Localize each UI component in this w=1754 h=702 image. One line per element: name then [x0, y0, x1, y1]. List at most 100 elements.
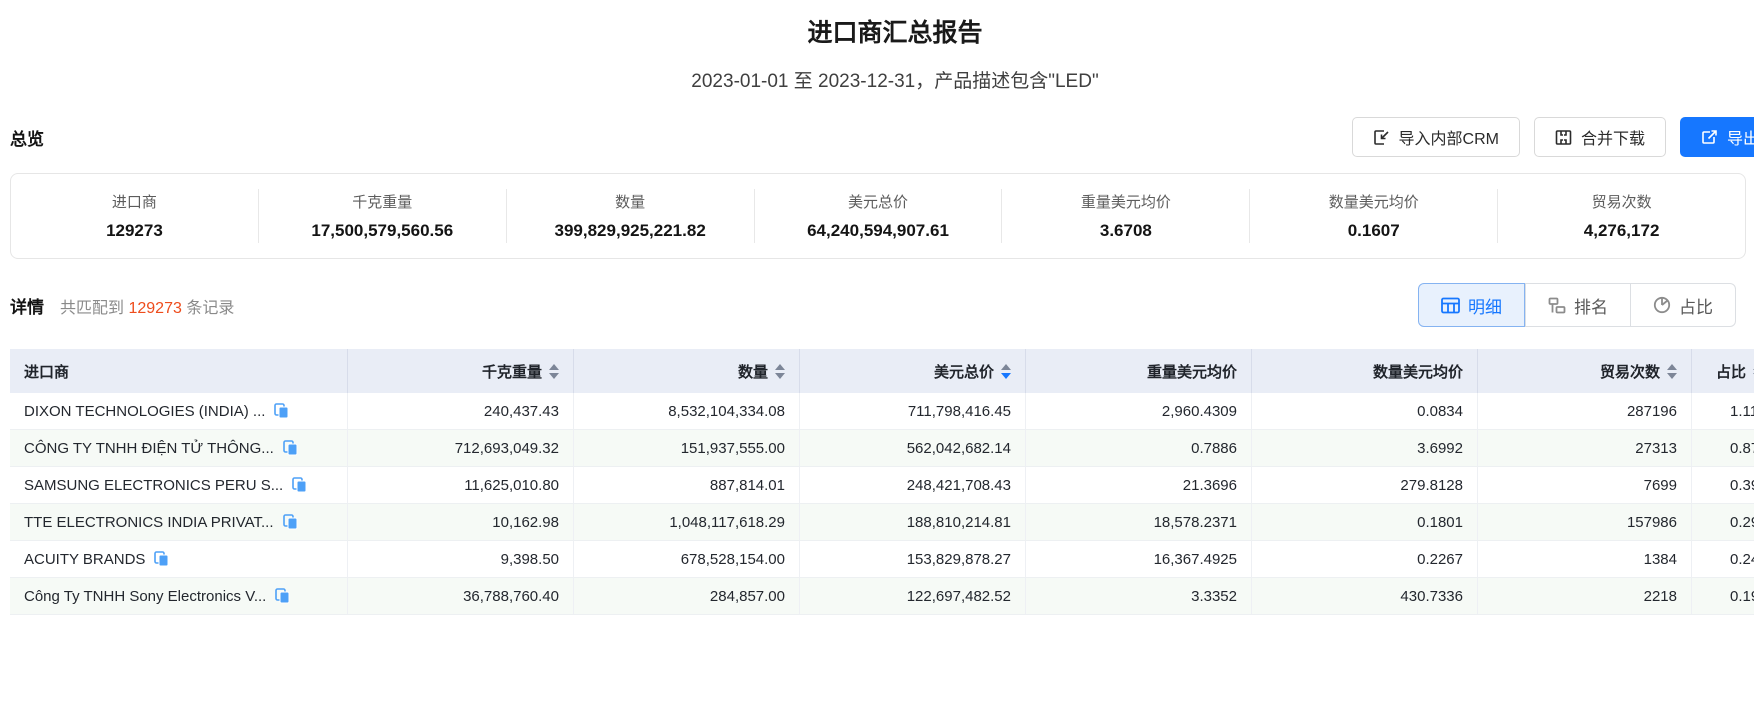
company-doc-icon[interactable] — [282, 514, 298, 530]
export-button[interactable]: 导出 — [1679, 117, 1754, 157]
stat-label: 进口商 — [111, 194, 157, 211]
importer-name-cell[interactable]: Công Ty TNHH Sony Electronics V... — [10, 578, 348, 614]
stat-label: 美元总价 — [848, 194, 909, 211]
table-body: DIXON TECHNOLOGIES (INDIA) ... 240,437.4… — [10, 393, 1754, 615]
col-usd-per-weight: 重量美元均价 — [1026, 349, 1252, 393]
importer-name-cell[interactable]: SAMSUNG ELECTRONICS PERU S... — [10, 467, 348, 503]
ranking-icon — [1548, 297, 1566, 314]
sort-icon[interactable] — [1667, 363, 1677, 379]
merge-download-label: 合并下载 — [1580, 131, 1645, 148]
stat-label: 数量 — [615, 194, 646, 211]
merge-download-button[interactable]: 合并下载 — [1533, 117, 1666, 157]
stat-label: 重量美元均价 — [1080, 194, 1171, 211]
share-value: 0.87 — [1730, 439, 1754, 457]
usd-per-weight-value: 0.7886 — [1026, 430, 1252, 466]
details-left: 详情 共匹配到 129273 条记录 — [10, 293, 234, 318]
importer-name-cell[interactable]: TTE ELECTRONICS INDIA PRIVAT... — [10, 504, 348, 540]
details-header-row: 详情 共匹配到 129273 条记录 明细 — [10, 283, 1754, 327]
col-label: 数量 — [737, 363, 768, 381]
importers-table: 进口商 千克重量 数量 美元总价 重量美元均价 数量美元均价 贸易次数 — [10, 349, 1754, 615]
col-kg-weight[interactable]: 千克重量 — [348, 349, 574, 393]
table-row: ACUITY BRANDS 9,398.50 678,528,154.00 15… — [10, 541, 1754, 578]
sort-icon[interactable] — [775, 363, 785, 379]
usd-per-qty-value: 0.1801 — [1252, 504, 1478, 540]
stat-label: 千克重量 — [352, 194, 413, 211]
company-doc-icon[interactable] — [275, 588, 290, 604]
company-doc-icon[interactable] — [274, 403, 289, 419]
col-label: 数量美元均价 — [1372, 363, 1463, 381]
match-prefix: 共匹配到 — [60, 299, 125, 317]
table-row: CÔNG TY TNHH ĐIỆN TỬ THÔNG... 712,693,04… — [10, 430, 1754, 467]
tab-ranking[interactable]: 排名 — [1525, 283, 1631, 327]
col-label: 重量美元均价 — [1146, 363, 1237, 381]
col-label: 美元总价 — [933, 363, 994, 381]
col-trade-count[interactable]: 贸易次数 — [1478, 349, 1692, 393]
quantity-value: 1,048,117,618.29 — [574, 504, 800, 540]
importer-name-cell[interactable]: ACUITY BRANDS — [10, 541, 348, 577]
match-count: 129273 — [128, 299, 182, 317]
tab-detail[interactable]: 明细 — [1418, 283, 1525, 327]
importer-name: CÔNG TY TNHH ĐIỆN TỬ THÔNG... — [24, 439, 274, 457]
col-quantity[interactable]: 数量 — [574, 349, 800, 393]
stat-value: 64,240,594,907.61 — [807, 221, 949, 240]
usd-total-value: 122,697,482.52 — [800, 578, 1026, 614]
stat-trade-count: 贸易次数 4,276,172 — [1497, 189, 1745, 243]
trade-count-value: 1384 — [1478, 541, 1692, 577]
action-buttons: 导入内部CRM 合并下载 导出 — [1351, 117, 1754, 157]
col-label: 千克重量 — [481, 363, 542, 381]
usd-total-value: 711,798,416.45 — [800, 393, 1026, 429]
col-usd-total[interactable]: 美元总价 — [800, 349, 1026, 393]
usd-per-qty-value: 279.8128 — [1252, 467, 1478, 503]
company-doc-icon[interactable] — [282, 440, 298, 456]
sort-icon-active-desc[interactable] — [1001, 363, 1011, 379]
importer-name: SAMSUNG ELECTRONICS PERU S... — [24, 476, 284, 494]
table-header-row: 进口商 千克重量 数量 美元总价 重量美元均价 数量美元均价 贸易次数 — [10, 349, 1754, 393]
match-record-text: 共匹配到 129273 条记录 — [60, 294, 234, 318]
kg-weight-value: 9,398.50 — [348, 541, 574, 577]
usd-per-weight-value: 21.3696 — [1026, 467, 1252, 503]
trade-count-value: 7699 — [1478, 467, 1692, 503]
usd-per-qty-value: 0.0834 — [1252, 393, 1478, 429]
col-share[interactable]: 占比 — [1692, 349, 1754, 393]
import-crm-label: 导入内部CRM — [1398, 131, 1499, 148]
company-doc-icon[interactable] — [292, 477, 307, 493]
stat-label: 数量美元均价 — [1328, 194, 1419, 211]
kg-weight-value: 11,625,010.80 — [348, 467, 574, 503]
share-value: 0.19 — [1730, 587, 1754, 605]
import-crm-button[interactable]: 导入内部CRM — [1351, 117, 1520, 157]
trade-count-value: 27313 — [1478, 430, 1692, 466]
importer-name-cell[interactable]: CÔNG TY TNHH ĐIỆN TỬ THÔNG... — [10, 430, 348, 466]
overview-stats-panel: 进口商 129273 千克重量 17,500,579,560.56 数量 399… — [10, 173, 1746, 259]
usd-per-qty-value: 0.2267 — [1252, 541, 1478, 577]
quantity-value: 284,857.00 — [574, 578, 800, 614]
stat-value: 4,276,172 — [1583, 221, 1660, 240]
stat-quantity: 数量 399,829,925,221.82 — [505, 189, 754, 243]
overview-section-title: 总览 — [10, 129, 44, 149]
tab-share[interactable]: 占比 — [1631, 283, 1736, 327]
importer-name: DIXON TECHNOLOGIES (INDIA) ... — [24, 402, 266, 420]
importer-name: ACUITY BRANDS — [24, 550, 146, 568]
tab-ranking-label: 排名 — [1574, 297, 1608, 317]
col-label: 占比 — [1716, 363, 1747, 381]
importer-name-cell[interactable]: DIXON TECHNOLOGIES (INDIA) ... — [10, 393, 348, 429]
usd-per-weight-value: 18,578.2371 — [1026, 504, 1252, 540]
trade-count-value: 287196 — [1478, 393, 1692, 429]
table-row: DIXON TECHNOLOGIES (INDIA) ... 240,437.4… — [10, 393, 1754, 430]
table-row: Công Ty TNHH Sony Electronics V... 36,78… — [10, 578, 1754, 615]
import-icon — [1373, 129, 1390, 146]
report-page: 进口商汇总报告 2023-01-01 至 2023-12-31，产品描述包含"L… — [10, 19, 1754, 615]
table-row: TTE ELECTRONICS INDIA PRIVAT... 10,162.9… — [10, 504, 1754, 541]
view-tabs: 明细 排名 占比 — [1418, 283, 1736, 327]
table-row: SAMSUNG ELECTRONICS PERU S... 11,625,010… — [10, 467, 1754, 504]
stat-value: 17,500,579,560.56 — [311, 221, 454, 240]
stat-value: 3.6708 — [1099, 221, 1152, 240]
details-section-title: 详情 — [10, 297, 44, 317]
quantity-value: 151,937,555.00 — [574, 430, 800, 466]
sort-icon[interactable] — [549, 363, 559, 379]
page-subtitle: 2023-01-01 至 2023-12-31，产品描述包含"LED" — [691, 71, 1099, 92]
pie-icon — [1653, 296, 1671, 314]
tab-share-label: 占比 — [1679, 297, 1713, 317]
company-doc-icon[interactable] — [154, 551, 169, 567]
tab-detail-label: 明细 — [1468, 297, 1502, 317]
usd-per-weight-value: 3.3352 — [1026, 578, 1252, 614]
